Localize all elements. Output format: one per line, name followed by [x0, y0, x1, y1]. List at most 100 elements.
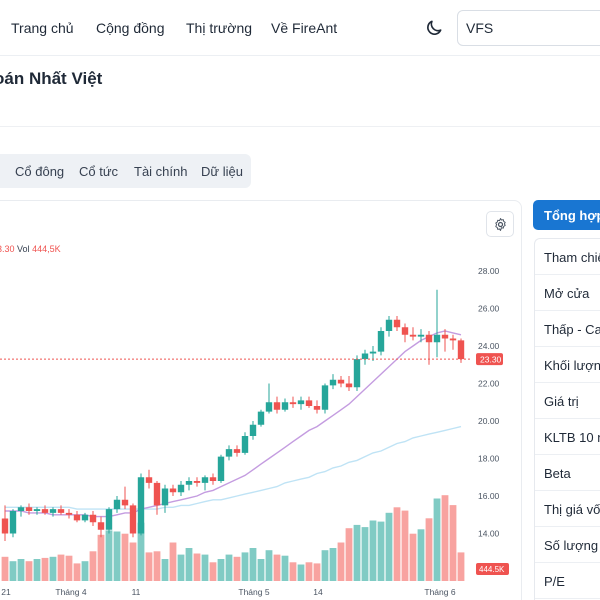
chart-settings-button[interactable] — [486, 211, 514, 237]
stat-row: KLTB 10 n — [535, 419, 600, 455]
top-nav: Trang chủ Cộng đồng Thị trường Về FireAn… — [0, 0, 600, 56]
candle-body — [121, 499, 129, 506]
volume-bar — [25, 561, 33, 581]
x-tick-label: Tháng 6 — [424, 587, 455, 597]
candle-body — [9, 511, 17, 534]
candle-body — [385, 319, 393, 331]
tab-data[interactable]: Dữ liệu — [201, 164, 243, 179]
nav-item-home[interactable]: Trang chủ — [11, 20, 74, 36]
search-box[interactable] — [457, 10, 600, 46]
volume-bar — [225, 554, 233, 581]
candle-body — [1, 518, 9, 534]
volume-bar — [105, 530, 113, 581]
candle-body — [25, 507, 33, 511]
volume-bar — [209, 562, 217, 581]
volume-bar — [41, 557, 49, 581]
nav-item-market[interactable]: Thị trường — [186, 20, 253, 36]
moon-icon[interactable] — [424, 18, 444, 38]
price-tick-label: 14.00 — [478, 529, 500, 539]
volume-bar — [313, 563, 321, 581]
candle-body — [81, 514, 89, 521]
tab-bar: Cổ đông Cổ tức Tài chính Dữ liệu — [0, 154, 251, 188]
volume-bar — [329, 548, 337, 581]
volume-bar — [89, 551, 97, 581]
price-tick-label: 24.00 — [478, 341, 500, 351]
stat-label: Mở cửa — [544, 286, 590, 301]
volume-bar — [81, 561, 89, 581]
last-volume-label: 444.5K — [479, 565, 505, 574]
candle-body — [457, 340, 465, 360]
volume-bar — [305, 562, 313, 581]
volume-bar — [369, 520, 377, 581]
volume-bar — [113, 531, 121, 581]
candle-body — [337, 379, 345, 384]
volume-bar — [425, 518, 433, 581]
candle-body — [401, 327, 409, 335]
candle-body — [217, 456, 225, 481]
volume-bar — [289, 562, 297, 581]
volume-bar — [393, 507, 401, 581]
candle-body — [313, 406, 321, 410]
candle-body — [273, 402, 281, 410]
volume-bar — [153, 551, 161, 581]
candle-body — [73, 514, 81, 521]
volume-bar — [217, 559, 225, 581]
nav-item-about[interactable]: Về FireAnt — [271, 20, 338, 36]
stat-row: Khối lượng — [535, 347, 600, 383]
volume-bar — [401, 510, 409, 581]
stat-label: P/E — [544, 574, 565, 589]
candle-body — [393, 319, 401, 328]
candle-body — [17, 507, 25, 511]
price-tick-label: 16.00 — [478, 491, 500, 501]
volume-bar — [129, 542, 137, 581]
search-input[interactable] — [466, 20, 596, 36]
nav-item-community[interactable]: Cộng đồng — [96, 20, 165, 36]
volume-bar — [433, 498, 441, 581]
stat-row: P/E — [535, 563, 600, 599]
stat-label: Thị giá vố — [544, 502, 600, 517]
candle-body — [193, 481, 201, 483]
price-chart[interactable]: 28.00 26.00 24.00 22.00 20.00 18.00 16.00 14.00… — [0, 255, 520, 600]
candle-body — [97, 522, 105, 530]
gear-icon — [495, 218, 506, 231]
candle-body — [89, 514, 97, 523]
candle-body — [161, 488, 169, 506]
volume-bar — [145, 552, 153, 581]
stat-row: Beta — [535, 455, 600, 491]
last-price-label: 23.30 — [480, 354, 502, 364]
volume-bar — [273, 554, 281, 581]
candle-body — [225, 449, 233, 457]
candle-body — [65, 512, 73, 515]
stat-label: Số lượng c — [544, 538, 600, 553]
ma-long-line — [5, 425, 462, 510]
divider — [0, 126, 600, 127]
stat-row: Tham chiế — [535, 239, 600, 275]
volume-bar — [449, 505, 457, 581]
stat-label: Thấp - Ca — [544, 322, 600, 337]
x-tick-label: Tháng 4 — [55, 587, 86, 597]
candle-body — [129, 505, 137, 534]
x-tick-label: 14 — [313, 587, 323, 597]
candle-body — [249, 424, 257, 436]
tab-dividends[interactable]: Cổ tức — [79, 164, 119, 179]
tab-financials[interactable]: Tài chính — [134, 164, 188, 179]
volume-bar — [57, 554, 65, 581]
candle-body — [241, 436, 249, 453]
ma-short-line — [5, 330, 462, 518]
volume-bar — [73, 563, 81, 581]
volume-bar — [345, 528, 353, 581]
summary-tab-button[interactable]: Tổng hợp — [533, 200, 600, 230]
volume-bar — [137, 522, 145, 581]
candle-body — [369, 351, 377, 354]
stat-row: Thấp - Ca — [535, 311, 600, 347]
candle-body — [289, 402, 297, 405]
x-tick-label: 11 — [132, 587, 141, 597]
price-tick-label: 18.00 — [478, 454, 500, 464]
volume-bar — [441, 495, 449, 581]
volume-bar — [297, 564, 305, 581]
candle-body — [305, 400, 313, 406]
candle-body — [329, 379, 337, 386]
tab-shareholders[interactable]: Cổ đông — [15, 164, 65, 179]
candle-body — [41, 509, 49, 513]
candle-body — [265, 402, 273, 412]
